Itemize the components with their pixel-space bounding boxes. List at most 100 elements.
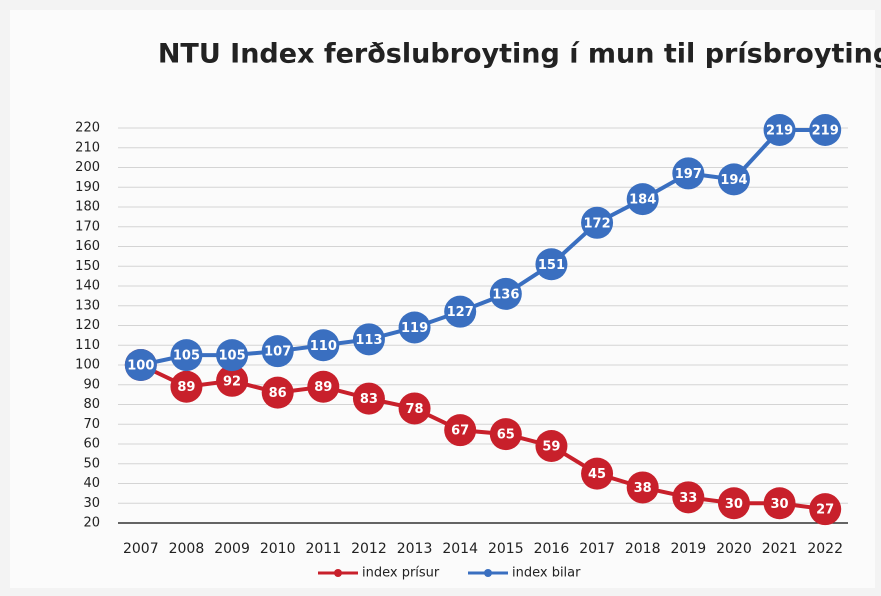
point xyxy=(809,113,842,146)
data-label: 83 xyxy=(360,392,378,407)
point xyxy=(307,329,340,362)
point xyxy=(581,457,614,490)
point xyxy=(489,277,522,310)
point xyxy=(352,323,385,356)
data-label: 33 xyxy=(679,491,697,506)
y-tick-label: 200 xyxy=(75,160,100,175)
point xyxy=(170,339,203,372)
data-label: 219 xyxy=(812,123,839,138)
y-tick-label: 100 xyxy=(75,358,100,373)
data-label: 119 xyxy=(401,321,428,336)
x-tick-label: 2015 xyxy=(488,541,524,557)
y-tick-label: 210 xyxy=(75,140,100,155)
y-tick-label: 70 xyxy=(83,417,100,432)
y-tick-label: 220 xyxy=(75,121,100,136)
data-label: 86 xyxy=(269,386,287,401)
data-label: 184 xyxy=(629,193,656,208)
point xyxy=(216,364,249,397)
point xyxy=(307,370,340,403)
point xyxy=(261,376,294,409)
legend-marker xyxy=(334,569,342,577)
x-tick-label: 2020 xyxy=(716,541,752,557)
y-tick-label: 130 xyxy=(75,298,100,313)
x-tick-label: 2018 xyxy=(625,541,661,557)
data-label: 45 xyxy=(588,467,606,482)
data-label: 113 xyxy=(355,333,382,348)
x-tick-label: 2008 xyxy=(169,541,205,557)
data-label: 172 xyxy=(583,216,610,231)
y-tick-label: 40 xyxy=(83,476,100,491)
y-tick-label: 190 xyxy=(75,180,100,195)
x-tick-label: 2009 xyxy=(214,541,250,557)
data-label: 65 xyxy=(497,428,515,443)
y-tick-label: 80 xyxy=(83,397,100,412)
data-label: 197 xyxy=(675,167,702,182)
data-label: 194 xyxy=(720,173,747,188)
point xyxy=(763,113,796,146)
data-label: 107 xyxy=(264,345,291,360)
x-tick-label: 2007 xyxy=(123,541,159,557)
chart-title: NTU Index ferðslubroyting í mun til prís… xyxy=(158,39,881,70)
y-tick-label: 30 xyxy=(83,496,100,511)
point xyxy=(672,481,705,514)
legend-marker xyxy=(484,569,492,577)
data-label: 100 xyxy=(127,359,154,374)
point xyxy=(672,157,705,190)
data-label: 59 xyxy=(542,439,560,454)
x-tick-label: 2016 xyxy=(534,541,570,557)
point xyxy=(535,248,568,281)
data-label: 105 xyxy=(173,349,200,364)
point xyxy=(535,429,568,462)
x-tick-label: 2022 xyxy=(807,541,843,557)
series-line xyxy=(140,127,826,367)
data-label: 110 xyxy=(310,339,337,354)
x-tick-label: 2013 xyxy=(397,541,433,557)
y-tick-label: 150 xyxy=(75,259,100,274)
data-label: 89 xyxy=(177,380,195,395)
x-tick-label: 2021 xyxy=(762,541,798,557)
y-tick-label: 170 xyxy=(75,219,100,234)
data-label: 78 xyxy=(406,402,424,417)
point xyxy=(398,311,431,344)
x-tick-label: 2017 xyxy=(579,541,615,557)
point xyxy=(398,392,431,425)
data-label: 89 xyxy=(314,380,332,395)
point xyxy=(444,295,477,328)
point xyxy=(626,471,659,504)
x-tick-label: 2014 xyxy=(442,541,478,557)
series-line xyxy=(139,363,826,512)
data-label: 27 xyxy=(816,503,834,518)
legend-label: index bilar xyxy=(512,566,581,581)
point xyxy=(352,382,385,415)
x-tick-label: 2019 xyxy=(670,541,706,557)
y-tick-label: 60 xyxy=(83,437,100,452)
data-label: 151 xyxy=(538,258,565,273)
point xyxy=(261,335,294,368)
point xyxy=(489,418,522,451)
point xyxy=(216,339,249,372)
y-tick-label: 110 xyxy=(75,338,100,353)
data-label: 30 xyxy=(771,497,789,512)
point xyxy=(124,349,157,381)
point xyxy=(717,487,750,520)
data-label: 67 xyxy=(451,424,469,439)
point xyxy=(809,493,842,526)
y-tick-label: 50 xyxy=(83,456,100,471)
x-tick-label: 2012 xyxy=(351,541,387,557)
x-tick-label: 2011 xyxy=(305,541,341,557)
data-label: 30 xyxy=(725,497,743,512)
y-tick-label: 160 xyxy=(75,239,100,254)
y-tick-label: 140 xyxy=(75,279,100,294)
point xyxy=(170,370,203,403)
y-tick-label: 180 xyxy=(75,200,100,215)
point xyxy=(626,183,659,216)
point xyxy=(581,206,614,239)
x-tick-label: 2010 xyxy=(260,541,296,557)
data-label: 127 xyxy=(447,305,474,320)
point xyxy=(444,414,477,447)
point xyxy=(763,487,796,520)
data-label: 105 xyxy=(218,349,245,364)
legend-label: index prísur xyxy=(362,566,440,581)
